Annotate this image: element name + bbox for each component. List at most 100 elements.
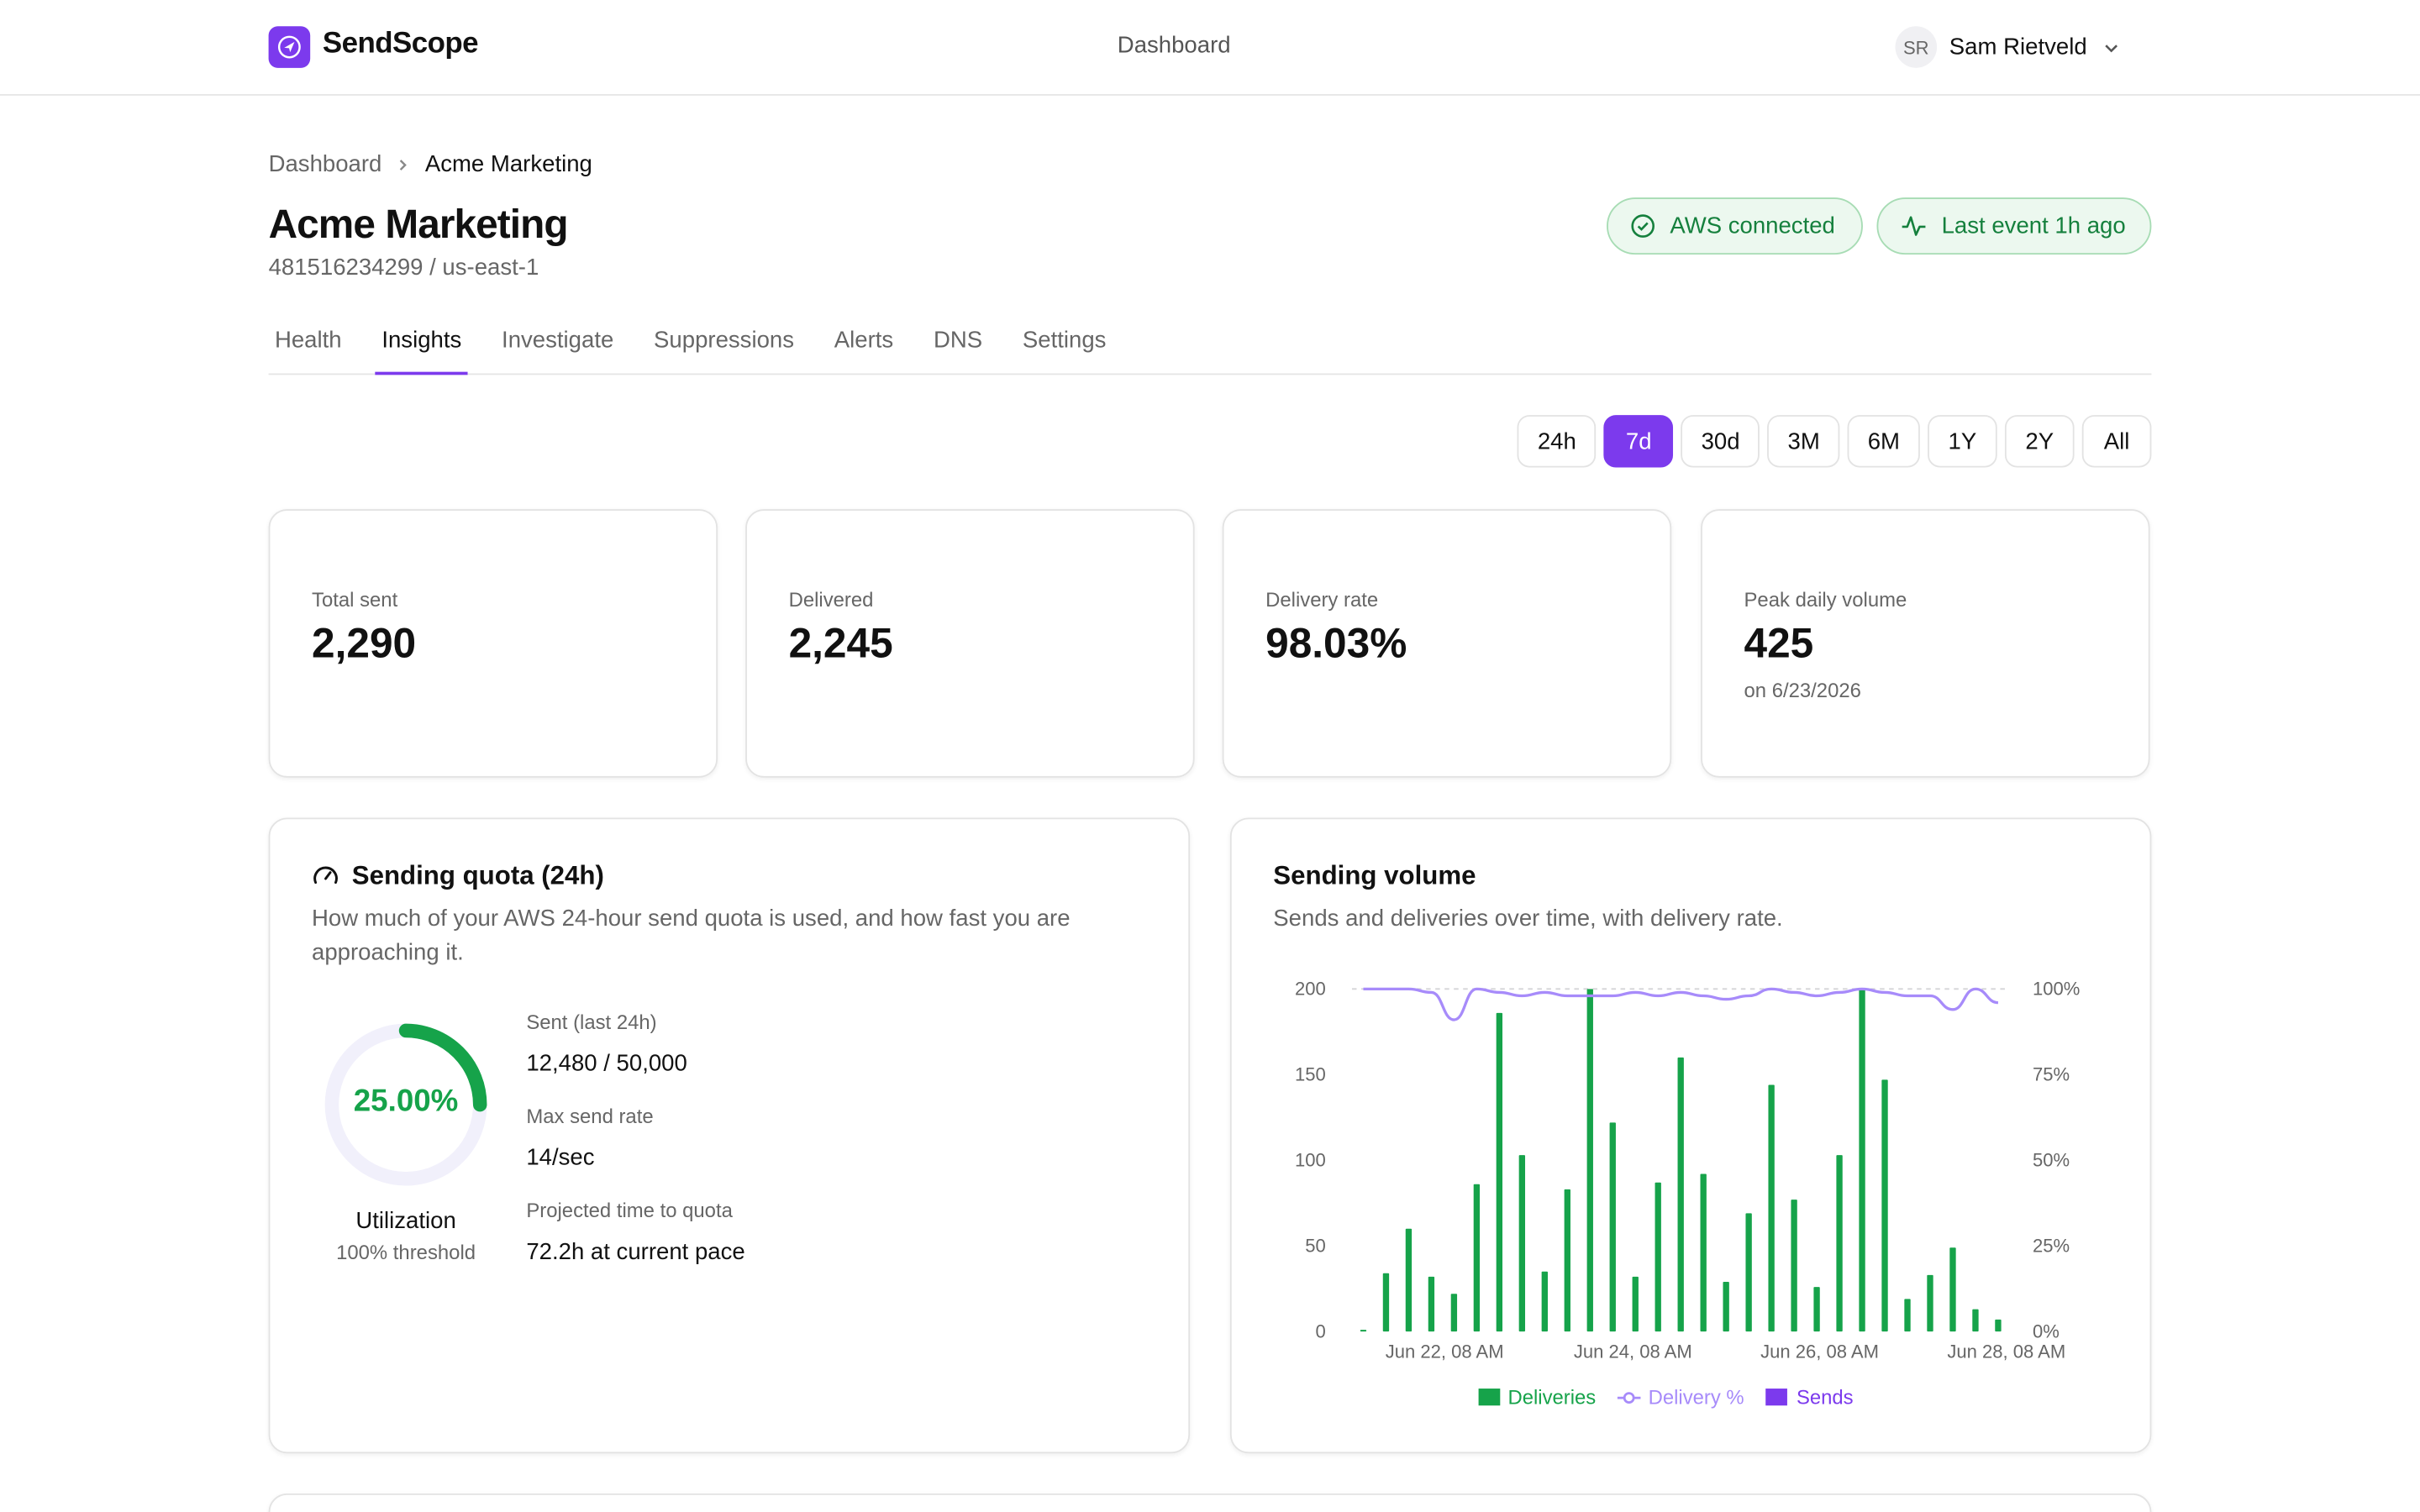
quota-projection-label: Projected time to quota xyxy=(526,1199,733,1222)
tab-dns[interactable]: DNS xyxy=(933,327,983,354)
breadcrumb-dashboard[interactable]: Dashboard xyxy=(268,151,382,178)
delivery-bar xyxy=(1723,1281,1729,1332)
quota-sent-value: 12,480 / 50,000 xyxy=(526,1050,687,1078)
range-24h[interactable]: 24h xyxy=(1517,415,1597,468)
y-axis-right-tick: 0% xyxy=(2033,1320,2060,1341)
legend-label-deliveries: Deliveries xyxy=(1507,1386,1596,1409)
tab-settings[interactable]: Settings xyxy=(1022,327,1107,354)
range-3m[interactable]: 3M xyxy=(1767,415,1840,468)
delivery-bar xyxy=(1859,989,1865,1332)
delivery-bar xyxy=(1609,1122,1616,1332)
y-axis-left-tick: 200 xyxy=(1295,979,1326,1000)
delivery-bar xyxy=(1496,1012,1503,1332)
sending-volume-card: Sending volume Sends and deliveries over… xyxy=(1229,817,2152,1454)
time-range-selector: 24h 7d 30d 3M 6M 1Y 2Y All xyxy=(1510,415,2152,468)
stat-card-delivered: Delivered 2,245 xyxy=(745,509,1195,778)
utilization-gauge xyxy=(324,1023,487,1186)
delivery-bar xyxy=(1768,1084,1775,1332)
sending-volume-chart: 200 150 100 50 0 100% 75% 50% 25% 0% Jun 22, 08 AM… xyxy=(1295,979,2080,1410)
chevron-right-icon xyxy=(396,156,411,171)
delivery-bar xyxy=(1632,1276,1639,1332)
stat-value: 98.03% xyxy=(1265,620,1407,667)
tab-alerts[interactable]: Alerts xyxy=(834,327,894,354)
stat-subtext: on 6/23/2026 xyxy=(1744,679,1861,702)
y-axis-right-tick: 75% xyxy=(2033,1064,2070,1085)
next-card xyxy=(268,1493,2152,1512)
stat-label: Total sent xyxy=(312,587,398,612)
range-30d[interactable]: 30d xyxy=(1681,415,1760,468)
sending-quota-card: Sending quota (24h) How much of your AWS… xyxy=(268,817,1191,1454)
range-1y[interactable]: 1Y xyxy=(1928,415,1997,468)
quota-title-row: Sending quota (24h) xyxy=(312,861,604,892)
volume-description: Sends and deliveries over time, with del… xyxy=(1273,906,1783,932)
aws-status-badge: AWS connected xyxy=(1607,197,1863,255)
delivery-bar xyxy=(1700,1173,1707,1332)
delivery-bar xyxy=(1836,1155,1843,1332)
page-title: Acme Marketing xyxy=(268,200,569,247)
y-axis-right-tick: 100% xyxy=(2033,979,2080,1000)
stat-label: Delivery rate xyxy=(1265,587,1379,612)
range-6m[interactable]: 6M xyxy=(1847,415,1920,468)
gauge-arc xyxy=(324,1023,487,1186)
delivery-bar xyxy=(1586,989,1593,1332)
legend-swatch-deliveries xyxy=(1478,1389,1501,1406)
range-all[interactable]: All xyxy=(2081,415,2152,468)
delivery-bar xyxy=(1745,1213,1752,1332)
tab-suppressions[interactable]: Suppressions xyxy=(654,327,794,354)
range-2y[interactable]: 2Y xyxy=(2004,415,2075,468)
delivery-bar xyxy=(1655,1182,1661,1332)
stat-card-total-sent: Total sent 2,290 xyxy=(268,509,718,778)
tab-bar: Health Insights Investigate Suppressions… xyxy=(268,315,2152,375)
chevron-down-icon xyxy=(2102,38,2121,56)
delivery-bar xyxy=(1518,1155,1526,1332)
delivery-bar xyxy=(1541,1271,1548,1332)
x-axis-tick: Jun 28, 08 AM xyxy=(1947,1341,2065,1362)
top-nav-dashboard[interactable]: Dashboard xyxy=(1117,32,1231,59)
delivery-bar xyxy=(1382,1273,1390,1332)
stat-label: Peak daily volume xyxy=(1744,587,1907,612)
quota-title: Sending quota (24h) xyxy=(351,860,604,890)
delivery-bar xyxy=(1428,1276,1435,1332)
logo-icon[interactable] xyxy=(268,26,311,68)
tab-health[interactable]: Health xyxy=(274,327,342,354)
gauge-icon xyxy=(312,863,339,890)
avatar: SR xyxy=(1895,26,1938,68)
last-event-label: Last event 1h ago xyxy=(1941,213,2126,239)
stat-value: 425 xyxy=(1744,620,1814,667)
tab-investigate[interactable]: Investigate xyxy=(502,327,614,354)
tab-insights[interactable]: Insights xyxy=(375,315,468,375)
brand-name[interactable]: SendScope xyxy=(322,28,479,60)
delivery-bar xyxy=(1881,1079,1888,1332)
y-axis-left-tick: 100 xyxy=(1295,1150,1326,1171)
delivery-bar xyxy=(1564,1189,1570,1332)
y-axis-left-tick: 150 xyxy=(1295,1064,1326,1085)
user-name: Sam Rietveld xyxy=(1949,34,2087,60)
breadcrumb-current: Acme Marketing xyxy=(424,151,592,178)
user-menu[interactable]: SR Sam Rietveld xyxy=(1895,26,2122,68)
delivery-bar xyxy=(1360,1330,1367,1332)
utilization-threshold: 100% threshold xyxy=(336,1240,476,1264)
delivery-bar xyxy=(1450,1294,1458,1332)
y-axis-right-tick: 25% xyxy=(2033,1236,2070,1257)
delivery-bar xyxy=(1927,1274,1933,1332)
y-axis-left-tick: 50 xyxy=(1305,1236,1326,1257)
legend-label-sends: Sends xyxy=(1797,1386,1854,1409)
top-bar: SendScope Dashboard SR Sam Rietveld xyxy=(0,0,2420,96)
utilization-label: Utilization xyxy=(355,1208,456,1235)
delivery-bar xyxy=(1791,1200,1797,1332)
x-axis-tick: Jun 22, 08 AM xyxy=(1386,1341,1504,1362)
delivery-bar xyxy=(1677,1057,1684,1332)
quota-rate-label: Max send rate xyxy=(526,1105,654,1128)
legend-label-delivery-pct: Delivery % xyxy=(1649,1386,1744,1409)
y-axis-left-tick: 0 xyxy=(1315,1320,1325,1341)
account-region: 481516234299 / us-east-1 xyxy=(268,255,539,281)
activity-icon xyxy=(1900,213,1928,239)
stat-value: 2,245 xyxy=(788,620,893,667)
quota-rate-value: 14/sec xyxy=(526,1144,595,1172)
delivery-bar xyxy=(1813,1287,1820,1332)
quota-projection-value: 72.2h at current pace xyxy=(526,1238,745,1266)
range-7d[interactable]: 7d xyxy=(1603,415,1674,468)
quota-sent-label: Sent (last 24h) xyxy=(526,1011,657,1034)
delivery-bar xyxy=(1405,1228,1413,1332)
y-axis-right-tick: 50% xyxy=(2033,1150,2070,1171)
